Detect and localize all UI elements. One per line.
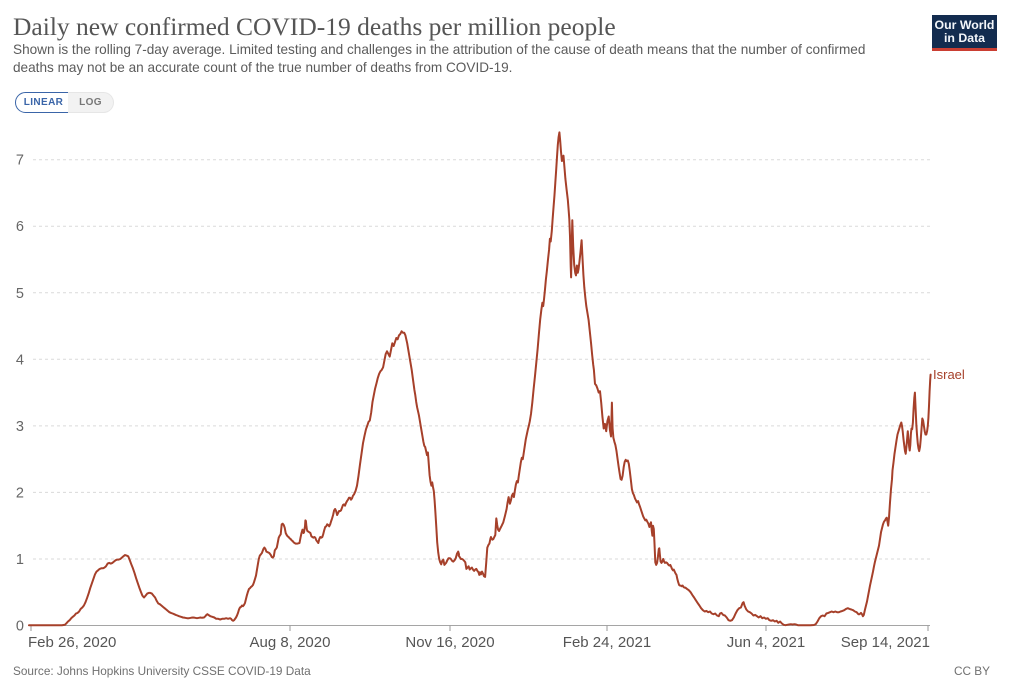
- svg-text:Nov 16, 2020: Nov 16, 2020: [405, 634, 494, 651]
- svg-text:2: 2: [16, 485, 24, 501]
- svg-text:0: 0: [16, 619, 24, 635]
- svg-text:5: 5: [16, 286, 24, 302]
- svg-text:7: 7: [16, 153, 24, 169]
- svg-text:Sep 14, 2021: Sep 14, 2021: [841, 634, 930, 651]
- svg-text:3: 3: [16, 419, 24, 435]
- svg-text:Aug 8, 2020: Aug 8, 2020: [250, 634, 331, 651]
- svg-text:4: 4: [16, 352, 24, 368]
- svg-text:1: 1: [16, 552, 24, 568]
- svg-text:Jun 4, 2021: Jun 4, 2021: [727, 634, 805, 651]
- svg-text:Israel: Israel: [933, 367, 965, 382]
- svg-text:Feb 26, 2020: Feb 26, 2020: [28, 634, 116, 651]
- svg-text:6: 6: [16, 219, 24, 235]
- svg-text:Feb 24, 2021: Feb 24, 2021: [563, 634, 651, 651]
